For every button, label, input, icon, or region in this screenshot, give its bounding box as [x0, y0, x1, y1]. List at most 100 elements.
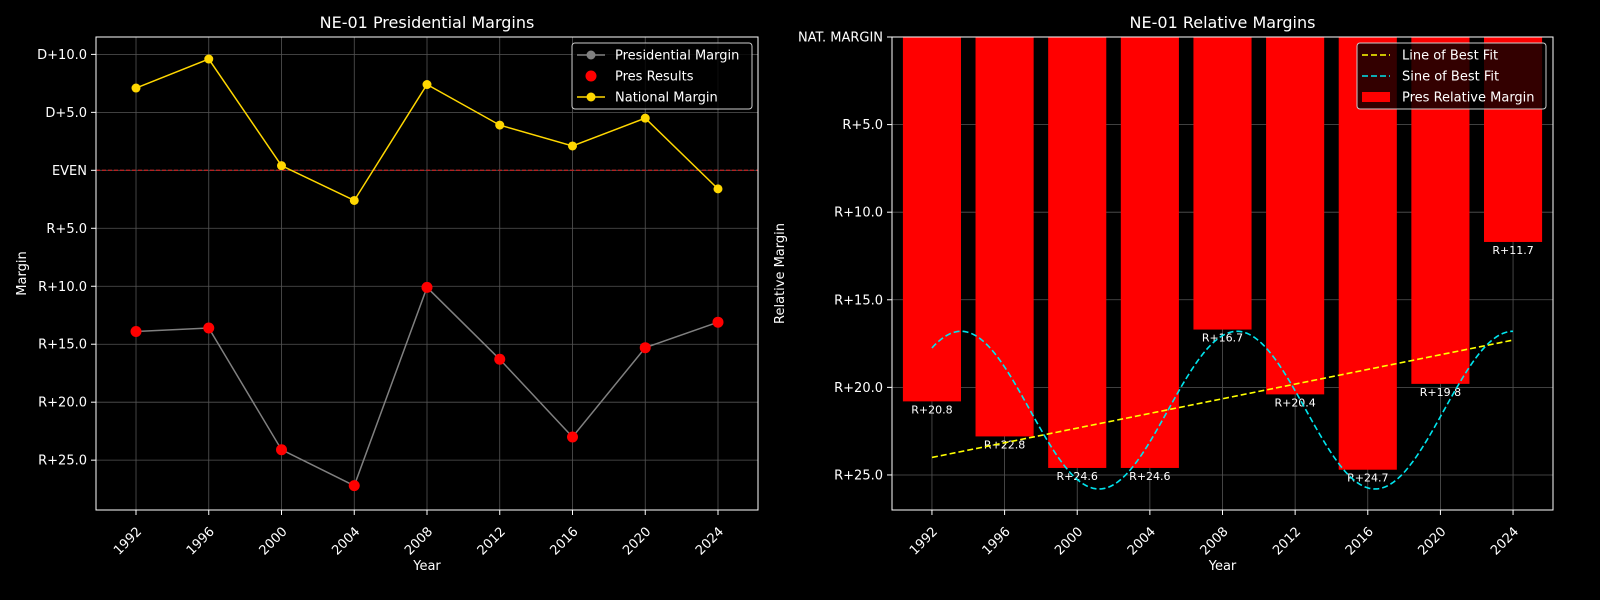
x-tick-label: 2016: [1343, 524, 1377, 558]
national-margin-point: [495, 120, 505, 130]
y-tick-label: D+5.0: [45, 106, 87, 121]
legend-swatch-bar: [1362, 92, 1390, 102]
legend-label: Pres Results: [615, 70, 694, 85]
x-axis-ticks: 1992 1996 2000 2004 2008 2012 2016 2020 2024: [907, 510, 1522, 558]
y-axis-label: Relative Margin: [773, 223, 788, 324]
national-margin-point: [349, 195, 359, 205]
y-tick-label: EVEN: [52, 164, 87, 179]
national-margin-point: [640, 113, 650, 123]
y-axis-ticks: D+10.0 D+5.0 EVEN R+5.0 R+10.0 R+15.0 R+20.0 R+…: [37, 48, 96, 469]
y-tick-label: R+25.0: [38, 454, 87, 469]
x-tick-label: 2004: [329, 524, 363, 558]
bar-data-label: R+20.4: [1274, 396, 1315, 409]
x-tick-label: 2012: [1270, 524, 1304, 558]
x-tick-label: 2024: [1488, 524, 1522, 558]
x-tick-label: 2016: [548, 524, 582, 558]
legend-label: Sine of Best Fit: [1402, 70, 1499, 85]
national-margin-point: [713, 184, 723, 194]
relative-margin-bar: [1120, 37, 1179, 468]
x-tick-label: 2008: [1198, 524, 1232, 558]
bar-data-label: R+11.7: [1492, 244, 1533, 257]
pres-result-point: [639, 342, 651, 354]
legend-item-pres-relative-margin: Pres Relative Margin: [1362, 91, 1535, 106]
legend: Line of Best Fit Sine of Best Fit Pres R…: [1356, 42, 1547, 110]
national-margin-point: [131, 83, 141, 93]
pres-result-point: [712, 316, 724, 328]
sine-of-best-fit: [931, 330, 1514, 490]
x-axis-label: Year: [412, 559, 441, 574]
y-tick-label: R+25.0: [834, 468, 883, 483]
legend-swatch-marker: [586, 92, 596, 102]
x-tick-label: 2008: [402, 524, 436, 558]
legend-item-sine-of-best-fit: Sine of Best Fit: [1362, 70, 1499, 85]
x-tick-label: 2020: [1415, 524, 1449, 558]
x-tick-label: 1996: [184, 524, 218, 558]
legend-item-national-margin: National Margin: [577, 91, 718, 106]
pres-result-point: [421, 281, 433, 293]
bar-data-label: R+20.8: [911, 403, 952, 416]
relative-margin-bar: [1048, 37, 1107, 468]
bar-data-label: R+24.6: [1057, 470, 1098, 483]
legend-item-presidential-margin: Presidential Margin: [577, 49, 739, 64]
presidential-margins-chart: 1992 1996 2000 2004 2008 2012 2016 2020 2024 D+1…: [15, 13, 759, 574]
bar-data-label: R+22.8: [984, 438, 1025, 451]
y-tick-label: R+10.0: [38, 280, 87, 295]
relative-margins-chart: R+20.8 R+22.8 R+24.6 R+24.6 R+16.7 R+20.4 R+24…: [773, 13, 1554, 574]
x-tick-label: 1992: [907, 524, 941, 558]
x-tick-label: 2000: [257, 524, 291, 558]
y-tick-label: R+20.0: [834, 381, 883, 396]
pres-result-point: [203, 322, 215, 334]
x-axis-ticks: 1992 1996 2000 2004 2008 2012 2016 2020 2024: [111, 510, 727, 558]
x-tick-label: 2004: [1125, 524, 1159, 558]
bar-data-label: R+19.8: [1420, 386, 1461, 399]
pres-result-point: [130, 325, 142, 337]
legend-label: Presidential Margin: [615, 49, 739, 64]
y-tick-label: R+5.0: [842, 118, 883, 133]
x-tick-label: 2020: [620, 524, 654, 558]
chart-title: NE-01 Presidential Margins: [320, 13, 535, 32]
x-tick-label: 1996: [980, 524, 1014, 558]
legend-label: Pres Relative Margin: [1402, 91, 1535, 106]
pres-result-point: [276, 444, 288, 456]
legend-item-line-of-best-fit: Line of Best Fit: [1362, 49, 1498, 64]
y-tick-label: NAT. MARGIN: [798, 31, 883, 46]
bar-data-label: R+24.7: [1347, 472, 1388, 485]
chart-title: NE-01 Relative Margins: [1130, 13, 1316, 32]
legend-box: [571, 42, 753, 110]
legend-box: [1356, 42, 1547, 110]
x-tick-label: 1992: [111, 524, 145, 558]
legend-item-pres-results: Pres Results: [585, 70, 694, 85]
x-tick-label: 2024: [693, 524, 727, 558]
x-tick-label: 2000: [1052, 524, 1086, 558]
chart-marks: [96, 54, 758, 492]
national-margin-point: [277, 161, 287, 171]
y-tick-label: R+15.0: [834, 293, 883, 308]
legend-swatch-marker: [585, 70, 597, 82]
national-margin-point: [204, 54, 214, 64]
legend-label: Line of Best Fit: [1402, 49, 1498, 64]
y-tick-label: R+5.0: [46, 222, 87, 237]
national-margin-point: [567, 141, 577, 151]
relative-margin-bar: [1266, 37, 1325, 395]
legend-label: National Margin: [615, 91, 718, 106]
legend: Presidential Margin Pres Results Nationa…: [571, 42, 753, 110]
legend-swatch-marker: [586, 50, 596, 60]
national-margin-point: [422, 80, 432, 90]
relative-margin-bar: [975, 37, 1034, 437]
y-tick-label: D+10.0: [37, 48, 87, 63]
y-tick-label: R+20.0: [38, 396, 87, 411]
relative-margin-bar: [1193, 37, 1252, 330]
x-tick-label: 2012: [475, 524, 509, 558]
x-axis-label: Year: [1208, 559, 1237, 574]
y-tick-label: R+10.0: [834, 206, 883, 221]
bar-data-label: R+24.6: [1129, 470, 1170, 483]
relative-margin-bar: [902, 37, 962, 402]
pres-result-point: [348, 480, 360, 492]
bar-data-label: R+16.7: [1202, 332, 1243, 345]
y-axis-ticks: NAT. MARGIN R+5.0 R+10.0 R+15.0 R+20.0 R+25.0: [798, 31, 892, 483]
pres-result-point: [494, 353, 506, 365]
y-axis-label: Margin: [15, 251, 30, 295]
y-tick-label: R+15.0: [38, 338, 87, 353]
